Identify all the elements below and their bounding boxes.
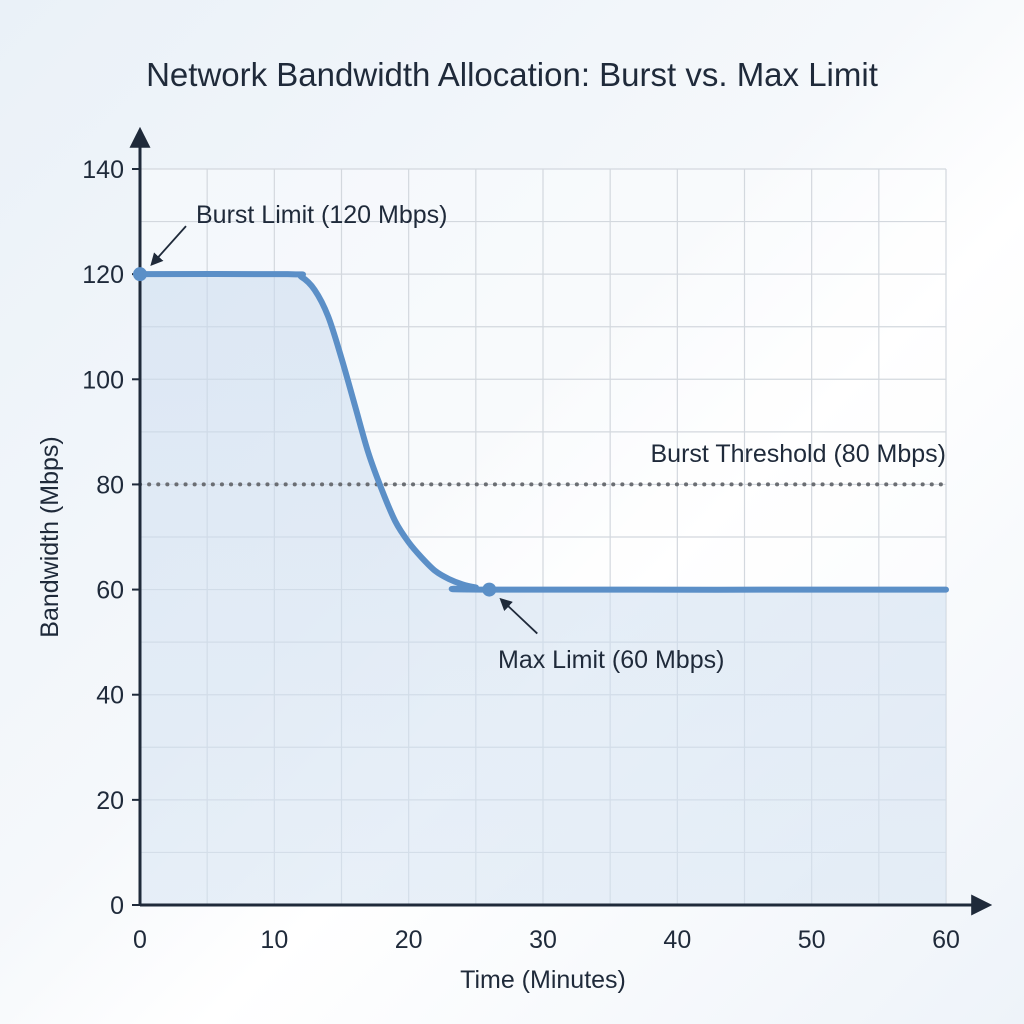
y-axis-label: Bandwidth (Mbps) (36, 436, 64, 637)
x-axis-label: Time (Minutes) (460, 966, 626, 994)
x-tick-label: 10 (260, 926, 288, 954)
x-tick-label: 0 (133, 926, 147, 954)
y-tick-label: 0 (110, 892, 124, 920)
y-tick-label: 40 (96, 682, 124, 710)
y-tick-label: 140 (82, 156, 124, 184)
y-tick-label: 80 (96, 471, 124, 499)
y-tick-label: 20 (96, 787, 124, 815)
annotations: Burst Limit (120 Mbps) Max Limit (60 Mbps… (133, 201, 946, 674)
y-tick-label: 120 (82, 261, 124, 289)
x-tick-label: 20 (395, 926, 423, 954)
max-limit-arrow (499, 597, 538, 635)
x-tick-label: 40 (663, 926, 691, 954)
max-limit-label: Max Limit (60 Mbps) (498, 646, 724, 674)
area-under-line (140, 273, 946, 906)
chart-title: Network Bandwidth Allocation: Burst vs. … (146, 56, 878, 93)
x-tick-label: 30 (529, 926, 557, 954)
burst-limit-label: Burst Limit (120 Mbps) (196, 201, 447, 229)
y-tick-label: 100 (82, 366, 124, 394)
max-limit-point (482, 582, 497, 597)
axes (129, 126, 993, 916)
x-tick-label: 60 (932, 926, 960, 954)
bandwidth-series-line (137, 270, 949, 593)
x-tick-label: 50 (798, 926, 826, 954)
burst-threshold-label: Burst Threshold (80 Mbps) (651, 440, 947, 468)
y-tick-label: 60 (96, 577, 124, 605)
tick-labels: 0 20 40 60 80 100 120 140 0 10 20 30 40 50 60 (82, 156, 960, 954)
burst-limit-arrow (150, 225, 187, 267)
burst-limit-point (133, 267, 147, 282)
